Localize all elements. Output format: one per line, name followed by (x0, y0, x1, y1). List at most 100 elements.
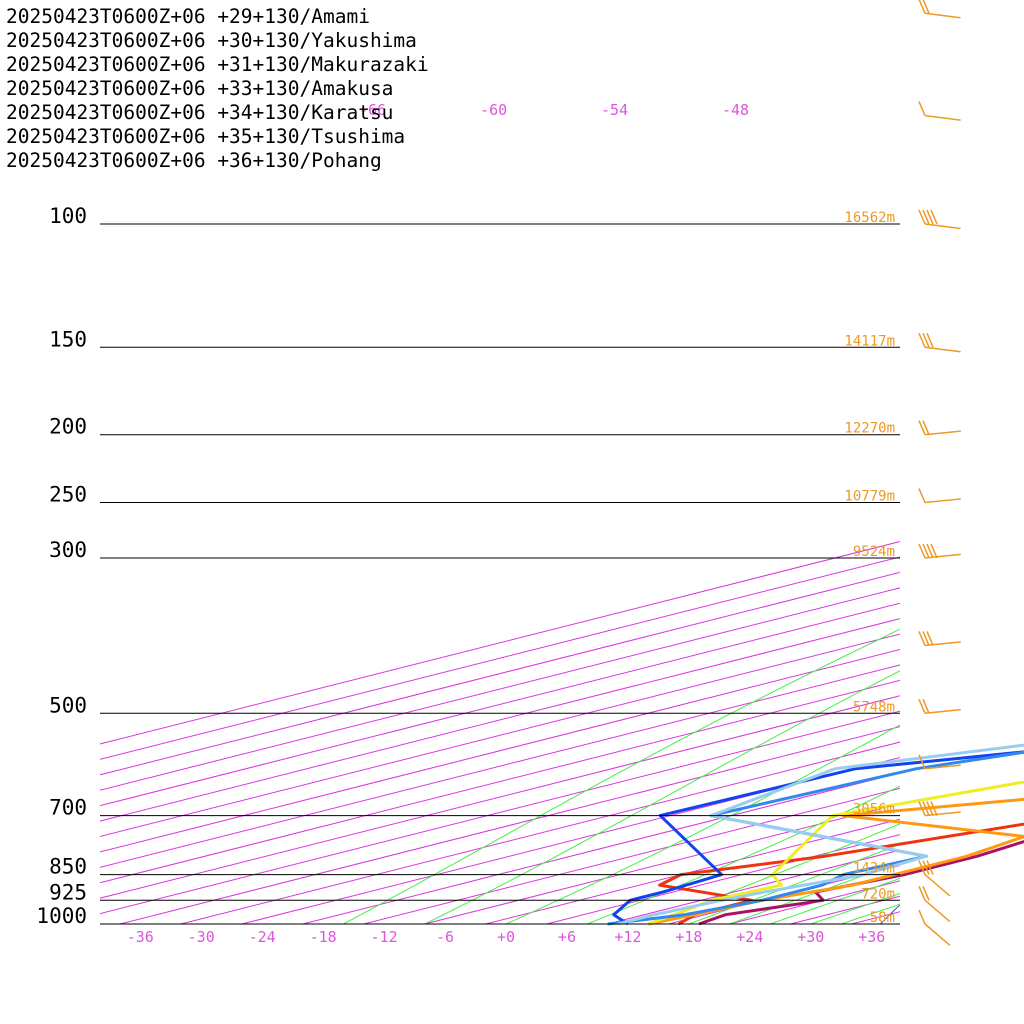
wind-barb-staff (924, 923, 951, 946)
wind-barb-flag (922, 543, 930, 559)
temperature-tick-label: +24 (736, 928, 763, 946)
temperature-tick-label: +18 (675, 928, 702, 946)
wind-barb-staff (924, 553, 961, 559)
wind-barb-staff (924, 223, 961, 230)
height-label: 14117m (844, 333, 895, 349)
wind-barb-flag (918, 886, 926, 901)
temperature-tick-label: +30 (797, 928, 824, 946)
wind-barb-flag (922, 860, 930, 875)
isotherm-line (302, 772, 900, 924)
wind-barb-staff (924, 899, 951, 923)
moist-adiabat-line (648, 823, 900, 924)
wind-barb-flag (922, 886, 930, 901)
isotherm-label: -48 (722, 101, 749, 119)
wind-barb-flag (922, 0, 930, 14)
isotherm-line (607, 849, 900, 924)
wind-barb-flag (922, 698, 930, 714)
isotherm-line (100, 710, 900, 915)
height-label: 16562m (844, 210, 895, 226)
pressure-label: 100 (49, 204, 87, 228)
isotherm-label: -54 (601, 101, 628, 119)
isotherm-label: -60 (480, 101, 507, 119)
moist-adiabat-line (587, 785, 900, 924)
dry-adiabat-line (880, 904, 900, 924)
moist-adiabat-line (688, 843, 900, 924)
temperature-profile-line (612, 750, 1024, 926)
isotherm-line (180, 741, 900, 924)
pressure-label: 850 (49, 855, 87, 879)
height-label: 720m (861, 886, 895, 902)
wind-barb-staff (924, 764, 961, 770)
temperature-tick-label: +0 (497, 928, 515, 946)
pressure-label: 150 (49, 327, 87, 351)
temperature-tick-label: -6 (436, 928, 454, 946)
wind-barb-flag (930, 801, 938, 816)
wind-barb-flag (918, 543, 926, 559)
wind-barb-flag (918, 698, 926, 714)
wind-barb-flag (918, 754, 926, 770)
moist-adiabat-line (505, 724, 900, 924)
isotherm-line (100, 648, 900, 853)
wind-barb-flag (918, 209, 926, 225)
wind-barb-staff (924, 641, 961, 647)
isotherm-line (100, 571, 900, 776)
temperature-profile-line (647, 780, 1024, 926)
legend-entry: 20250423T0600Z+06 +36+130/Pohang (6, 149, 382, 172)
wind-barb-flag (922, 631, 930, 646)
height-label: 9524m (853, 544, 895, 560)
legend-entry: 20250423T0600Z+06 +29+130/Amami (6, 5, 370, 28)
temperature-profile-line (658, 822, 1024, 926)
isotherm-line (912, 224, 1024, 924)
isotherm-line (100, 633, 900, 838)
temperature-profile-line (617, 743, 1024, 926)
temperature-profile-line (647, 797, 1024, 926)
isotherm-line (100, 695, 900, 899)
pressure-label: 200 (49, 415, 87, 439)
wind-barb-flag (926, 543, 934, 559)
wind-barb-flag (918, 332, 926, 348)
wind-barb-staff (924, 346, 961, 353)
temperature-tick-label: -18 (310, 928, 337, 946)
wind-barb-staff (924, 708, 961, 715)
moist-adiabat-line (810, 892, 900, 924)
wind-barb-flag (918, 101, 926, 116)
legend-entry: 20250423T0600Z+06 +34+130/Karatsu (6, 101, 394, 124)
height-label: 12270m (844, 421, 895, 437)
wind-barb-staff (924, 430, 961, 436)
temperature-tick-label: +36 (858, 928, 885, 946)
legend-entry: 20250423T0600Z+06 +30+130/Yakushima (6, 29, 417, 52)
temperature-tick-label: -24 (249, 928, 276, 946)
wind-barb-flag (918, 420, 926, 436)
isotherm-line (100, 664, 900, 868)
isotherm-line (241, 756, 900, 924)
temperature-tick-label: +6 (558, 928, 576, 946)
wind-barb-staff (924, 12, 961, 19)
wind-barb-flag (926, 332, 934, 348)
wind-barb-staff (924, 874, 951, 897)
pressure-label: 925 (49, 880, 87, 904)
wind-barb-flag (918, 631, 926, 646)
pressure-label: 500 (49, 693, 87, 717)
isotherm-label: -66 (359, 101, 386, 119)
legend-entry: 20250423T0600Z+06 +35+130/Tsushima (6, 125, 406, 148)
dry-adiabat-line (982, 224, 1024, 924)
isotherm-line (100, 618, 900, 822)
pressure-label: 300 (49, 538, 87, 562)
isotherm-line (363, 787, 900, 924)
isotherm-line (100, 679, 900, 884)
wind-barb-flag (926, 801, 934, 816)
wind-barb-flag (922, 332, 930, 348)
wind-barb-flag (926, 209, 934, 225)
pressure-label: 250 (49, 483, 87, 507)
wind-barb-flag (922, 801, 930, 816)
pressure-label: 700 (49, 796, 87, 820)
height-label: 10779m (844, 489, 895, 505)
legend-entry: 20250423T0600Z+06 +31+130/Makurazaki (6, 53, 429, 76)
wind-barb-flag (926, 860, 934, 875)
wind-barb-staff (924, 811, 961, 817)
isotherm-line (485, 818, 900, 924)
legend-entry: 20250423T0600Z+06 +33+130/Amakusa (6, 77, 394, 100)
wind-barb-flag (926, 631, 934, 646)
moist-adiabat-line (769, 877, 900, 924)
